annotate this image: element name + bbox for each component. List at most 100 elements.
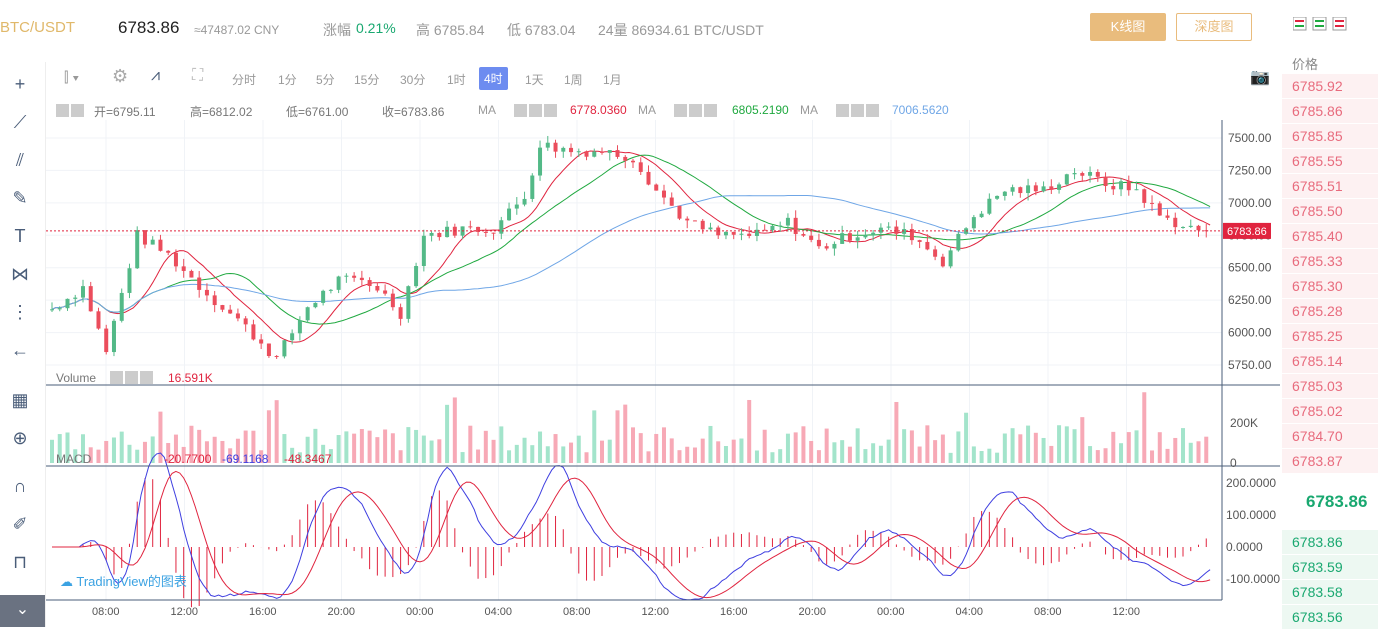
ask-price-row[interactable]: 6785.86: [1282, 99, 1378, 123]
bid-price-row[interactable]: 6783.86: [1282, 530, 1378, 554]
series-controls[interactable]: [56, 104, 102, 117]
candle-body: [615, 150, 620, 157]
interval-tab[interactable]: 1周: [564, 73, 583, 87]
ask-price-row[interactable]: 6785.85: [1282, 124, 1378, 148]
volume-bar: [305, 436, 310, 463]
tradingview-logo[interactable]: ☁ TradingView的图表: [60, 571, 187, 590]
ma3-label[interactable]: MA: [800, 103, 818, 117]
pattern-tool-icon[interactable]: ⋈: [11, 264, 29, 284]
ruler-icon[interactable]: ▦: [11, 390, 29, 410]
text-tool-icon[interactable]: T: [14, 226, 26, 246]
volume-bar: [886, 439, 891, 463]
volume-bar: [406, 427, 411, 463]
magnet-icon[interactable]: ∩: [13, 476, 27, 496]
kline-chart-button[interactable]: K线图: [1090, 13, 1166, 41]
open-value: 开=6795.11: [94, 105, 156, 119]
candle-body: [135, 230, 140, 269]
measure-tool-icon[interactable]: ⋮: [11, 302, 29, 322]
interval-tab[interactable]: 5分: [316, 73, 335, 87]
candle-body: [754, 229, 759, 236]
fullscreen-icon[interactable]: ⛶: [192, 67, 204, 84]
volume-bar: [530, 445, 535, 463]
interval-tab[interactable]: 分时: [232, 73, 257, 87]
candle-type-icon[interactable]: ⫿ ▾: [64, 69, 80, 85]
interval-tab-active[interactable]: 4时: [479, 67, 508, 90]
interval-tab[interactable]: 15分: [354, 73, 380, 87]
depth-chart-button[interactable]: 深度图: [1176, 13, 1252, 41]
ma2-label[interactable]: MA: [638, 103, 656, 117]
candle-body: [1188, 225, 1193, 227]
bid-price-row[interactable]: 6783.56: [1282, 605, 1378, 629]
volume-bar: [119, 431, 124, 463]
volume-bar: [654, 433, 659, 463]
ma2-value: 6805.2190: [732, 103, 789, 117]
volume-bar: [576, 435, 581, 463]
chart-toolbar: ⫿ ▾ ⚙ ⩘ ⛶ 分时 1分 5分 15分 30分 1时 4时 1天 1周 1…: [46, 62, 1276, 94]
volume-bar: [801, 426, 806, 463]
interval-tab[interactable]: 1时: [447, 73, 466, 87]
bid-price-row[interactable]: 6783.59: [1282, 555, 1378, 579]
candle-body: [390, 293, 395, 308]
volume-controls[interactable]: [110, 371, 156, 384]
brush-icon[interactable]: ✎: [12, 188, 28, 208]
ask-price-row[interactable]: 6785.14: [1282, 349, 1378, 373]
ask-price-row[interactable]: 6785.50: [1282, 199, 1378, 223]
candle-body: [747, 233, 752, 236]
ask-price-row[interactable]: 6785.92: [1282, 74, 1378, 98]
zoom-in-icon[interactable]: ⊕: [12, 428, 28, 448]
layout-sell-icon: [1332, 17, 1347, 31]
candle-body: [1049, 186, 1054, 190]
candle-body: [166, 250, 171, 253]
ask-price-row[interactable]: 6785.30: [1282, 274, 1378, 298]
ask-price-row[interactable]: 6785.33: [1282, 249, 1378, 273]
collapse-toolbar-button[interactable]: ⌄: [0, 595, 45, 627]
ma3-controls[interactable]: [836, 104, 882, 117]
candle-body: [204, 289, 209, 296]
layout-icons[interactable]: [1293, 17, 1355, 31]
back-arrow-icon[interactable]: ←: [11, 340, 29, 360]
volume-bar: [297, 452, 302, 463]
time-tick: 00:00: [406, 606, 434, 618]
macd-pane: [52, 452, 1211, 608]
trading-pair[interactable]: BTC/USDT: [0, 19, 75, 36]
lock-drawing-icon[interactable]: ✐: [12, 514, 28, 534]
volume-bar: [282, 434, 287, 463]
candle-body: [917, 240, 922, 242]
ma1-label[interactable]: MA: [478, 103, 496, 117]
ma2-controls[interactable]: [674, 104, 720, 117]
settings-gear-icon[interactable]: ⚙: [112, 66, 129, 86]
fib-tool-icon[interactable]: ⫽: [15, 150, 25, 170]
ma1-controls[interactable]: [514, 104, 560, 117]
unlock-icon[interactable]: ⊓: [12, 552, 28, 572]
candle-body: [437, 232, 442, 238]
volume-bar: [135, 449, 140, 463]
ask-price-row[interactable]: 6785.02: [1282, 399, 1378, 423]
crosshair-icon[interactable]: +: [14, 74, 26, 94]
interval-tab[interactable]: 1天: [525, 73, 544, 87]
ask-price-row[interactable]: 6785.55: [1282, 149, 1378, 173]
interval-tab[interactable]: 1分: [278, 73, 297, 87]
ask-price-row[interactable]: 6785.40: [1282, 224, 1378, 248]
ask-price-row[interactable]: 6784.70: [1282, 424, 1378, 448]
bid-price-row[interactable]: 6783.58: [1282, 580, 1378, 604]
indicators-icon[interactable]: ⩘: [151, 67, 161, 84]
ask-price-row[interactable]: 6785.51: [1282, 174, 1378, 198]
trend-line-icon[interactable]: ⟋: [13, 112, 27, 132]
interval-tab[interactable]: 1月: [603, 73, 622, 87]
ask-price-row[interactable]: 6785.28: [1282, 299, 1378, 323]
candle-body: [251, 324, 256, 340]
candle-body: [863, 235, 868, 238]
volume-bar: [754, 450, 759, 463]
interval-tab[interactable]: 30分: [400, 73, 426, 87]
candle-body: [57, 308, 62, 310]
camera-icon[interactable]: 📷: [1250, 69, 1270, 86]
candle-body: [902, 229, 907, 234]
price-chart[interactable]: 7500.007250.007000.006750.006500.006250.…: [46, 120, 1280, 620]
ask-price-row[interactable]: 6785.03: [1282, 374, 1378, 398]
volume-bar: [1119, 443, 1124, 463]
volume-bar: [507, 450, 512, 463]
ask-price-row[interactable]: 6783.87: [1282, 449, 1378, 473]
volume-bar: [1080, 417, 1085, 463]
ask-price-row[interactable]: 6785.25: [1282, 324, 1378, 348]
candle-body: [894, 226, 899, 234]
